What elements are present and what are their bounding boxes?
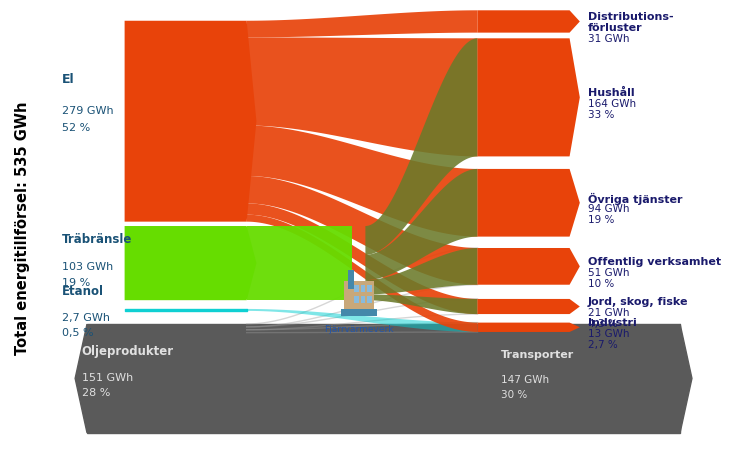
Text: Etanol: Etanol — [62, 284, 104, 297]
Polygon shape — [366, 248, 478, 295]
Polygon shape — [246, 177, 478, 285]
Polygon shape — [361, 296, 365, 303]
Polygon shape — [75, 324, 87, 433]
Polygon shape — [341, 309, 377, 316]
Text: 21 GWh: 21 GWh — [588, 308, 629, 318]
Text: Oljeprodukter: Oljeprodukter — [82, 344, 174, 357]
Polygon shape — [366, 170, 478, 280]
Polygon shape — [366, 295, 478, 314]
Polygon shape — [246, 38, 478, 157]
Polygon shape — [478, 11, 580, 34]
Text: 33 %: 33 % — [588, 110, 614, 120]
Text: Industri: Industri — [588, 317, 636, 327]
Text: 28 %: 28 % — [82, 387, 110, 397]
Text: 147 GWh: 147 GWh — [501, 374, 549, 384]
Text: Jord, skog, fiske: Jord, skog, fiske — [588, 297, 688, 307]
Text: 51 GWh: 51 GWh — [588, 268, 629, 278]
Text: Hushåll: Hushåll — [588, 88, 634, 98]
Text: Offentlig verksamhet: Offentlig verksamhet — [588, 257, 721, 267]
Polygon shape — [125, 22, 257, 222]
Text: 13 GWh: 13 GWh — [588, 328, 629, 338]
Text: El: El — [62, 73, 75, 86]
Polygon shape — [478, 299, 580, 314]
Text: 151 GWh: 151 GWh — [82, 372, 133, 382]
Text: 164 GWh: 164 GWh — [588, 99, 636, 109]
Polygon shape — [246, 215, 478, 332]
Text: Distributions-: Distributions- — [588, 12, 674, 22]
Text: 2,7 GWh: 2,7 GWh — [62, 312, 110, 322]
Text: Träbränsle: Träbränsle — [62, 232, 133, 245]
Text: 103 GWh: 103 GWh — [62, 262, 113, 272]
Text: 19 %: 19 % — [588, 215, 614, 225]
Polygon shape — [246, 227, 352, 300]
Polygon shape — [348, 270, 354, 289]
Polygon shape — [344, 282, 374, 309]
Text: Transporter: Transporter — [501, 349, 574, 359]
Polygon shape — [478, 323, 580, 332]
Text: Övriga tjänster: Övriga tjänster — [588, 192, 682, 204]
Text: 19 %: 19 % — [62, 278, 90, 288]
Polygon shape — [246, 126, 478, 237]
Polygon shape — [478, 248, 580, 285]
Polygon shape — [367, 285, 372, 293]
Polygon shape — [246, 309, 478, 332]
Polygon shape — [361, 285, 365, 293]
Text: 0,5 %: 0,5 % — [62, 328, 94, 338]
Polygon shape — [680, 324, 692, 433]
Text: 279 GWh: 279 GWh — [62, 106, 114, 116]
Polygon shape — [366, 39, 478, 255]
Polygon shape — [478, 39, 580, 157]
Text: 52 %: 52 % — [62, 123, 90, 133]
Text: förluster: förluster — [588, 23, 642, 33]
Polygon shape — [87, 324, 680, 433]
Polygon shape — [246, 204, 478, 314]
Polygon shape — [367, 296, 372, 303]
Polygon shape — [125, 227, 257, 300]
Text: Total energitillförsel: 535 GWh: Total energitillförsel: 535 GWh — [15, 101, 30, 354]
Text: 10 %: 10 % — [588, 278, 614, 288]
Text: 2,7 %: 2,7 % — [588, 339, 617, 349]
Text: 30 %: 30 % — [501, 389, 527, 399]
Text: 4,3 %: 4,3 % — [588, 318, 617, 329]
Text: Fjärrvärmeverk: Fjärrvärmeverk — [324, 324, 394, 334]
Polygon shape — [354, 296, 359, 303]
Polygon shape — [354, 285, 359, 293]
Polygon shape — [478, 170, 580, 237]
Text: 31 GWh: 31 GWh — [588, 34, 629, 44]
Polygon shape — [246, 11, 478, 38]
Text: 94 GWh: 94 GWh — [588, 204, 629, 214]
